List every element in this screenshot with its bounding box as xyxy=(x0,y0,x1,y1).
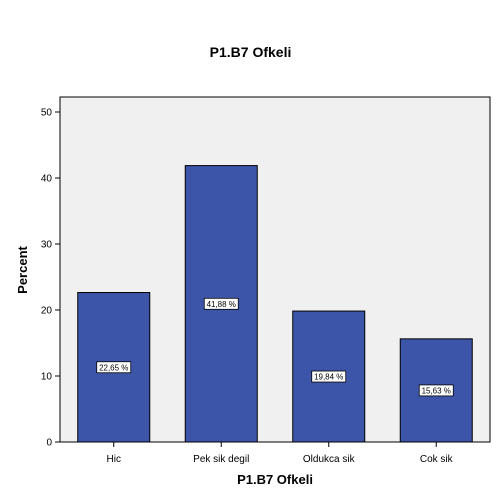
data-label-box xyxy=(311,370,347,383)
x-axis-title: P1.B7 Ofkeli xyxy=(237,472,313,487)
data-label: 41,88 % xyxy=(207,300,236,309)
x-tick-label: Oldukca sik xyxy=(303,454,356,465)
bars: 22,65 % 41,88 % 19,84 % 15,63 % xyxy=(77,165,473,443)
x-axis: Hic Pek sik degil Oldukca sik Cok sik xyxy=(107,442,454,465)
y-tick-label: 50 xyxy=(41,108,53,119)
x-tick-label: Pek sik degil xyxy=(193,454,249,465)
data-label-box xyxy=(203,297,239,310)
y-tick-label: 20 xyxy=(41,306,53,317)
y-axis: 0 10 20 30 40 50 xyxy=(41,108,60,449)
y-tick-label: 10 xyxy=(41,372,53,383)
x-tick-label: Hic xyxy=(107,454,121,465)
data-label-box xyxy=(418,384,454,397)
data-label: 19,84 % xyxy=(314,373,343,382)
data-label-box xyxy=(96,361,132,374)
y-axis-title: Percent xyxy=(15,245,30,293)
data-label: 15,63 % xyxy=(422,386,451,395)
chart-title: P1.B7 Ofkeli xyxy=(209,44,292,60)
data-label: 22,65 % xyxy=(99,363,128,372)
x-tick-label: Cok sik xyxy=(420,454,454,465)
y-tick-label: 40 xyxy=(41,174,53,185)
y-tick-label: 30 xyxy=(41,240,53,251)
y-tick-label: 0 xyxy=(46,438,52,449)
